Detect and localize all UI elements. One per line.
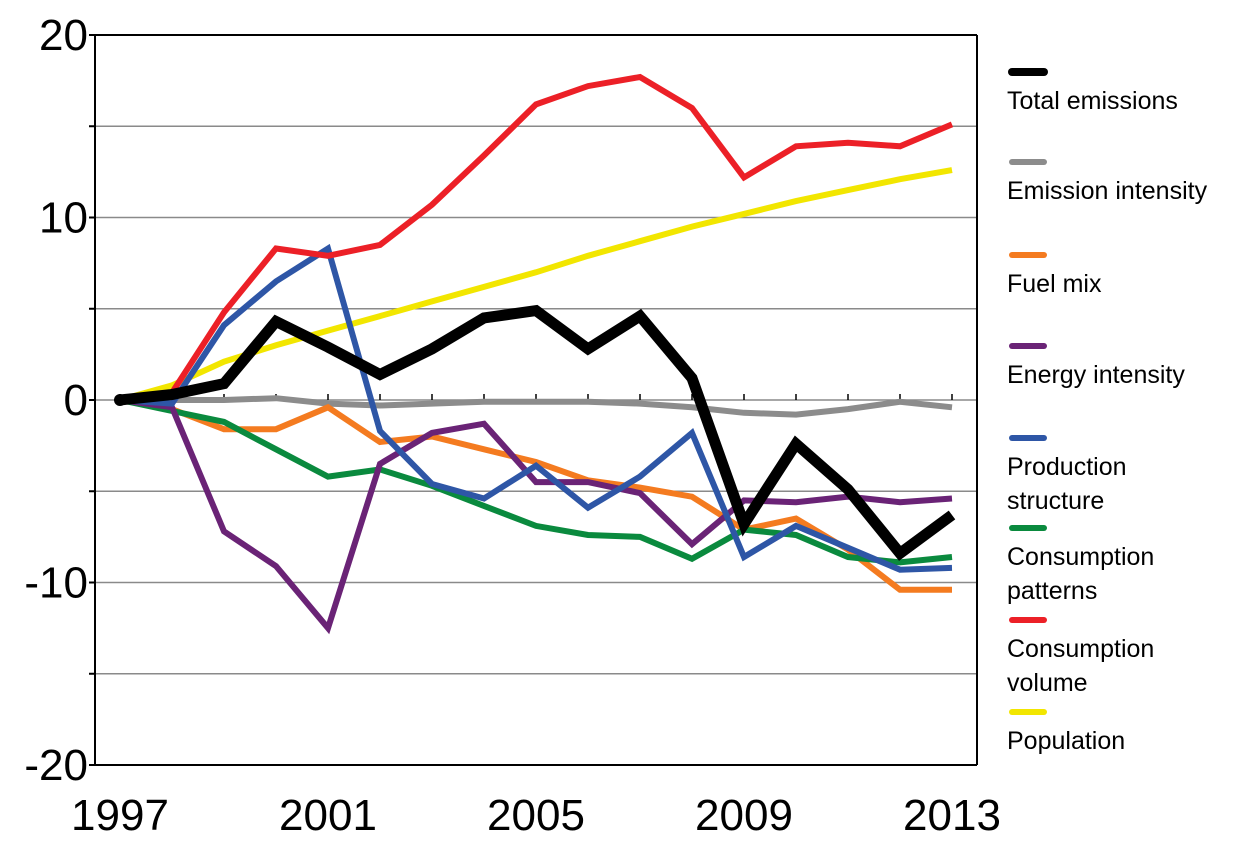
series-line-emission-intensity — [120, 395, 953, 418]
y-tick-label: 0 — [64, 376, 88, 425]
y-tick-label: -20 — [24, 741, 88, 790]
y-axis-tick-labels: 20 10 0 -10 -20 — [24, 11, 88, 790]
legend-label-total-emissions: Total emissions — [1007, 87, 1178, 115]
x-tick-label: 2001 — [279, 791, 377, 840]
x-tick-label: 1997 — [71, 791, 169, 840]
legend-label-energy-intensity: Energy intensity — [1007, 361, 1185, 389]
legend-label-consumption-volume: Consumption volume — [1007, 635, 1154, 697]
series-line-consumption-volume — [119, 73, 954, 403]
series-line-energy-intensity — [119, 397, 953, 635]
gridlines — [95, 34, 977, 675]
x-tick-label: 2005 — [487, 791, 585, 840]
y-tick-label: -10 — [24, 559, 88, 608]
origin-point — [114, 394, 126, 406]
legend-label-production-structure: Production structure — [1007, 453, 1127, 515]
x-axis-tick-labels: 1997 2001 2005 2009 2013 — [71, 791, 1001, 840]
legend-label-fuel-mix: Fuel mix — [1007, 270, 1102, 298]
x-tick-label: 2013 — [903, 791, 1001, 840]
series-lines — [114, 73, 956, 635]
legend-label-emission-intensity: Emission intensity — [1007, 177, 1208, 205]
legend-label-population: Population — [1007, 727, 1125, 755]
series-line-production-structure — [119, 243, 953, 573]
legend-label-consumption-patterns: Consumption patterns — [1007, 543, 1154, 605]
series-line-total-emissions — [119, 304, 956, 561]
y-tick-label: 20 — [39, 11, 88, 60]
series-line-consumption-patterns — [119, 397, 953, 566]
legend: Total emissions Emission intensity Fuel mi… — [1007, 68, 1208, 755]
y-tick-label: 10 — [39, 194, 88, 243]
series-line-fuel-mix — [119, 397, 952, 593]
x-tick-label: 2009 — [695, 791, 793, 840]
